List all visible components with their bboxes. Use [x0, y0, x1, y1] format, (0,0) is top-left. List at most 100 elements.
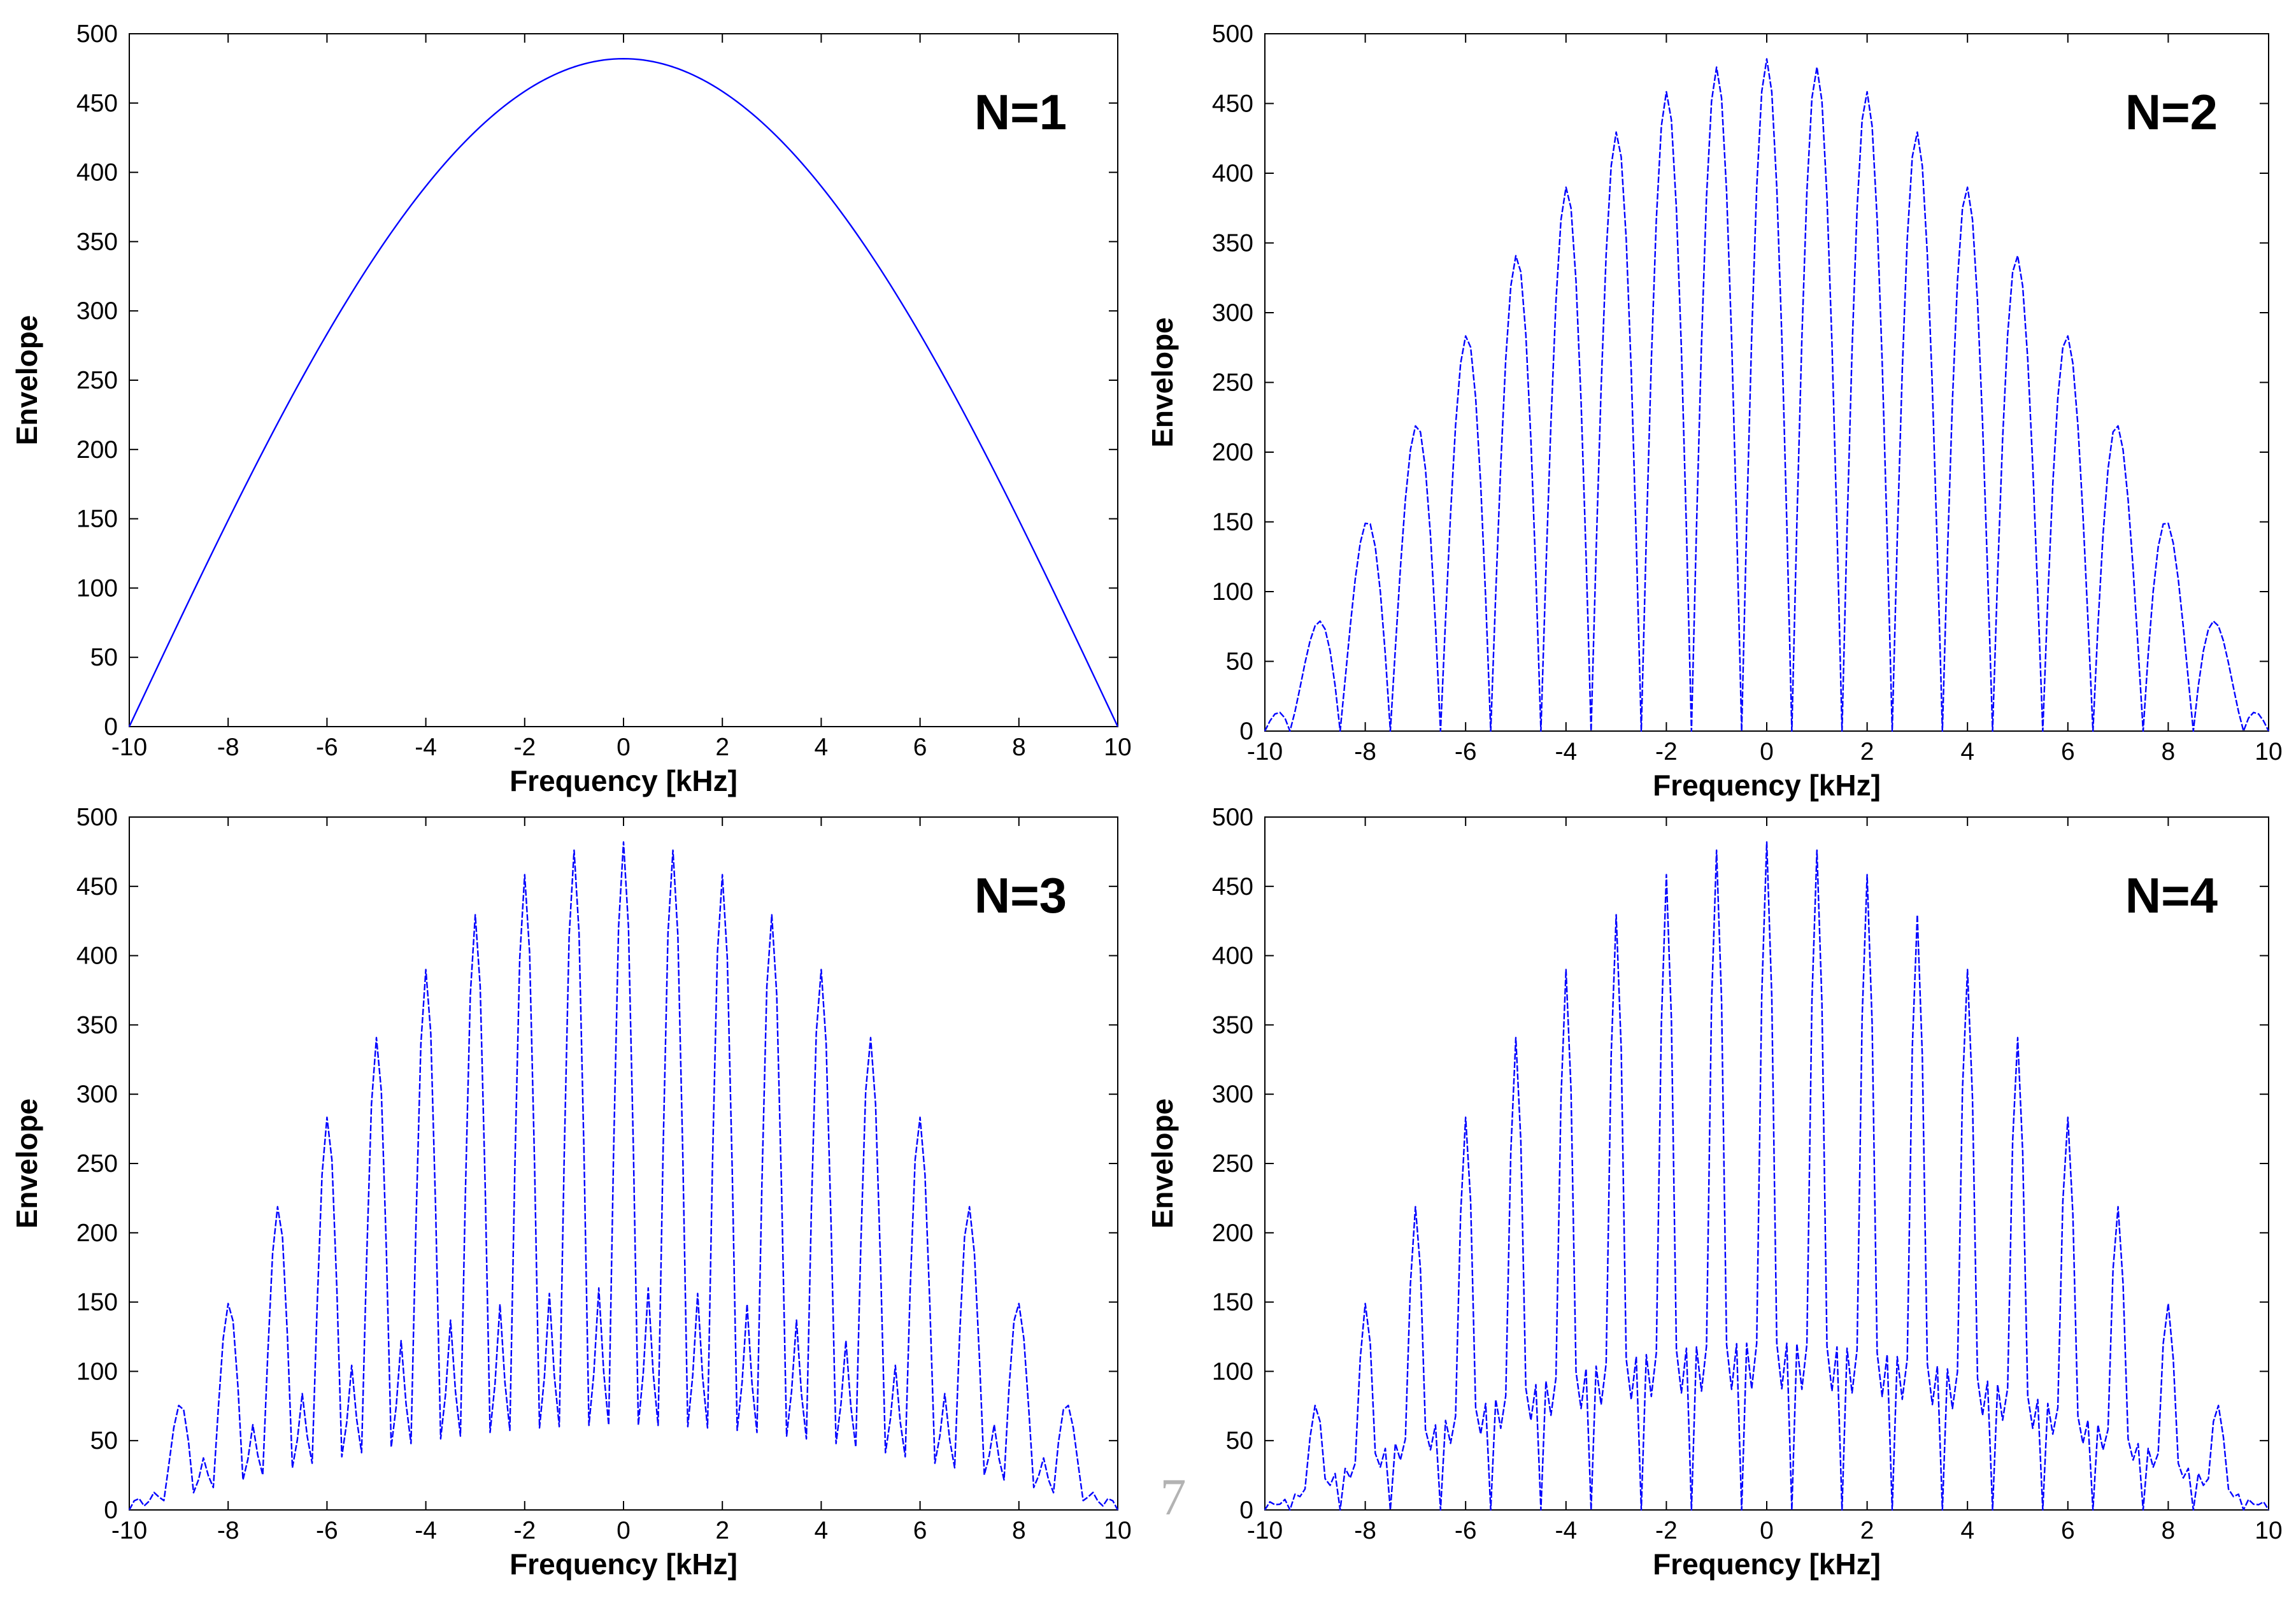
x-tick-label: 4: [1960, 1517, 1974, 1544]
y-tick-label: 200: [1212, 439, 1253, 466]
x-tick-label: 6: [913, 734, 927, 761]
x-tick-label: 0: [617, 1517, 631, 1544]
y-tick-label: 150: [76, 1289, 118, 1316]
y-axis-label: Envelope: [1146, 317, 1179, 448]
y-tick-label: 400: [76, 159, 118, 187]
y-tick-label: 450: [1212, 90, 1253, 118]
y-tick-label: 350: [76, 1011, 118, 1039]
x-tick-label: -2: [513, 734, 536, 761]
y-tick-label: 350: [1212, 1011, 1253, 1039]
x-tick-label: -2: [1655, 738, 1678, 765]
y-tick-label: 400: [1212, 943, 1253, 970]
x-axis-label: Frequency [kHz]: [510, 1548, 738, 1581]
page-number: 7: [1160, 1468, 1187, 1526]
y-tick-label: 300: [1212, 299, 1253, 327]
x-tick-label: -6: [1455, 1517, 1477, 1544]
chart-panels: -10 -8 -6 -4 -2 0 2 4 6 8 100501001502002503003504…: [10, 20, 2283, 1581]
x-tick-label: -4: [415, 1517, 437, 1544]
y-tick-label: 100: [76, 1358, 118, 1385]
y-tick-label: 500: [1212, 804, 1253, 831]
y-tick-label: 100: [76, 574, 118, 602]
y-axis-label: Envelope: [10, 315, 43, 446]
x-tick-label: -8: [1354, 738, 1376, 765]
x-tick-label: 8: [1012, 734, 1026, 761]
y-tick-label: 250: [76, 367, 118, 394]
x-tick-label: 2: [1860, 738, 1874, 765]
y-tick-label: 250: [1212, 1150, 1253, 1178]
x-tick-label: -6: [316, 734, 338, 761]
x-tick-label: -8: [217, 734, 239, 761]
x-tick-label: 10: [2255, 1517, 2282, 1544]
panel-label: N=2: [2125, 84, 2218, 140]
series-line: [128, 841, 1119, 1511]
x-tick-label: -8: [1354, 1517, 1376, 1544]
x-tick-label: 6: [2061, 738, 2075, 765]
y-tick-label: 350: [1212, 230, 1253, 257]
x-tick-label: 4: [815, 734, 829, 761]
y-tick-label: 300: [76, 297, 118, 325]
y-tick-label: 250: [76, 1150, 118, 1178]
y-tick-label: 400: [1212, 160, 1253, 187]
panel-label: N=4: [2125, 867, 2218, 923]
y-tick-label: 50: [1226, 648, 1253, 676]
series-line: [1264, 58, 2270, 732]
y-tick-label: 200: [76, 436, 118, 464]
x-tick-label: 6: [2061, 1517, 2075, 1544]
x-tick-label: 2: [715, 1517, 729, 1544]
y-tick-label: 500: [76, 20, 118, 48]
y-tick-label: 400: [76, 943, 118, 970]
y-tick-label: 0: [104, 713, 118, 741]
y-tick-label: 50: [90, 1427, 118, 1455]
y-tick-label: 150: [1212, 509, 1253, 536]
y-tick-label: 150: [1212, 1289, 1253, 1316]
y-tick-label: 50: [90, 644, 118, 671]
series-line: [128, 57, 1119, 727]
y-tick-label: 100: [1212, 1358, 1253, 1385]
x-tick-label: -4: [1555, 738, 1577, 765]
panel-label: N=3: [974, 867, 1067, 923]
x-tick-label: 8: [2162, 738, 2176, 765]
x-tick-label: -10: [111, 1517, 147, 1544]
x-tick-label: 2: [715, 734, 729, 761]
panel-n2: -10 -8 -6 -4 -2 0 2 4 6 8 100501001502002503003504…: [1146, 20, 2283, 802]
x-tick-label: -6: [316, 1517, 338, 1544]
x-tick-label: -4: [1555, 1517, 1577, 1544]
x-tick-label: -2: [1655, 1517, 1678, 1544]
y-tick-label: 100: [1212, 578, 1253, 606]
x-tick-label: -10: [1247, 738, 1283, 765]
x-tick-label: 8: [2162, 1517, 2176, 1544]
panel-label: N=1: [974, 84, 1067, 140]
x-tick-label: -4: [415, 734, 437, 761]
y-tick-label: 0: [104, 1497, 118, 1524]
x-tick-label: -10: [111, 734, 147, 761]
y-tick-label: 50: [1226, 1427, 1253, 1455]
x-tick-label: 6: [913, 1517, 927, 1544]
x-tick-label: -8: [217, 1517, 239, 1544]
x-tick-label: 4: [815, 1517, 829, 1544]
x-axis-label: Frequency [kHz]: [1653, 1548, 1881, 1581]
y-tick-label: 450: [1212, 873, 1253, 900]
y-tick-label: 200: [76, 1220, 118, 1247]
x-tick-label: 0: [617, 734, 631, 761]
x-tick-label: -6: [1455, 738, 1477, 765]
y-tick-label: 450: [76, 873, 118, 900]
x-tick-label: 10: [1104, 1517, 1131, 1544]
y-axis-label: Envelope: [1146, 1099, 1179, 1229]
x-tick-label: 0: [1760, 1517, 1774, 1544]
y-tick-label: 500: [1212, 20, 1253, 48]
x-tick-label: 10: [1104, 734, 1131, 761]
y-axis-label: Envelope: [10, 1099, 43, 1229]
y-tick-label: 0: [1239, 1497, 1253, 1524]
x-tick-label: -2: [513, 1517, 536, 1544]
y-tick-label: 500: [76, 804, 118, 831]
y-tick-label: 300: [76, 1081, 118, 1108]
y-tick-label: 300: [1212, 1081, 1253, 1108]
y-tick-label: 150: [76, 506, 118, 533]
x-tick-label: 2: [1860, 1517, 1874, 1544]
y-tick-label: 250: [1212, 369, 1253, 397]
y-tick-label: 200: [1212, 1220, 1253, 1247]
panel-n3: -10 -8 -6 -4 -2 0 2 4 6 8 100501001502002503003504…: [10, 804, 1132, 1581]
panel-n4: -10 -8 -6 -4 -2 0 2 4 6 8 100501001502002503003504…: [1146, 804, 2283, 1581]
